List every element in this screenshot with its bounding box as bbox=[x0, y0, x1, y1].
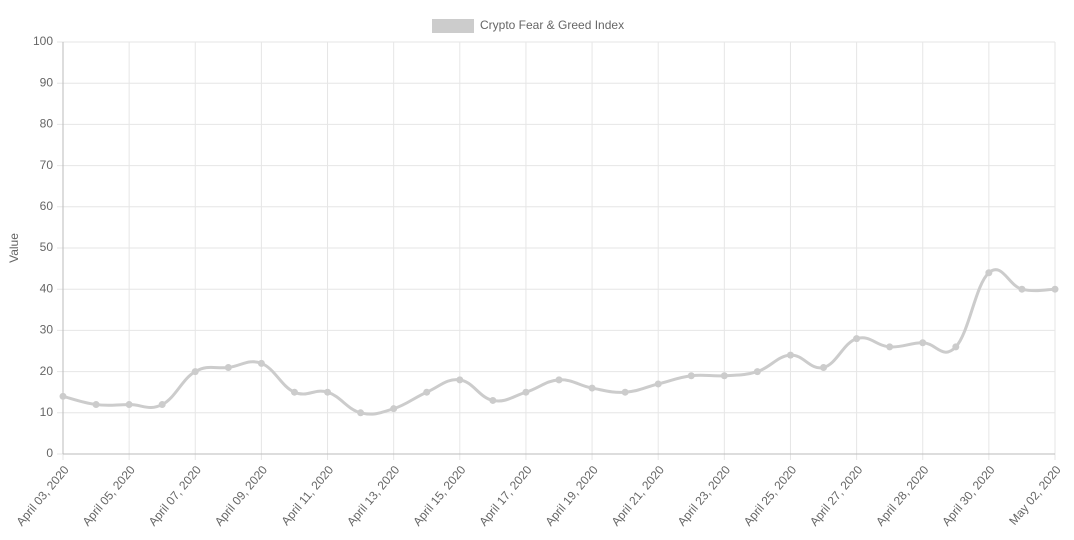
point bbox=[423, 388, 431, 396]
point bbox=[588, 384, 596, 392]
point bbox=[853, 335, 861, 343]
y-axis-label: Value bbox=[7, 233, 21, 263]
legend-swatch bbox=[432, 19, 474, 33]
y-tick-label: 80 bbox=[40, 117, 54, 131]
y-tick-label: 90 bbox=[40, 75, 54, 89]
point bbox=[59, 392, 67, 400]
point bbox=[456, 376, 464, 384]
point bbox=[687, 372, 695, 380]
point bbox=[290, 388, 298, 396]
y-tick-label: 70 bbox=[40, 158, 54, 172]
point bbox=[324, 388, 332, 396]
y-tick-label: 20 bbox=[40, 364, 54, 378]
point bbox=[522, 388, 530, 396]
point bbox=[125, 401, 133, 409]
point bbox=[952, 343, 960, 351]
y-tick-label: 60 bbox=[40, 199, 54, 213]
y-tick-label: 100 bbox=[33, 34, 53, 48]
point bbox=[489, 396, 497, 404]
point bbox=[224, 363, 232, 371]
point bbox=[357, 409, 365, 417]
point bbox=[92, 401, 100, 409]
point bbox=[720, 372, 728, 380]
point bbox=[158, 401, 166, 409]
point bbox=[1018, 285, 1026, 293]
legend-label: Crypto Fear & Greed Index bbox=[480, 18, 624, 32]
point bbox=[985, 269, 993, 277]
y-tick-label: 30 bbox=[40, 323, 54, 337]
point bbox=[753, 368, 761, 376]
point bbox=[191, 368, 199, 376]
point bbox=[1051, 285, 1059, 293]
y-tick-label: 10 bbox=[40, 405, 54, 419]
point bbox=[919, 339, 927, 347]
y-tick-label: 50 bbox=[40, 240, 54, 254]
y-tick-label: 0 bbox=[46, 446, 53, 460]
point bbox=[786, 351, 794, 359]
y-tick-label: 40 bbox=[40, 281, 54, 295]
point bbox=[555, 376, 563, 384]
point bbox=[390, 405, 398, 413]
point bbox=[820, 363, 828, 371]
point bbox=[654, 380, 662, 388]
point bbox=[257, 359, 265, 367]
point bbox=[886, 343, 894, 351]
point bbox=[621, 388, 629, 396]
